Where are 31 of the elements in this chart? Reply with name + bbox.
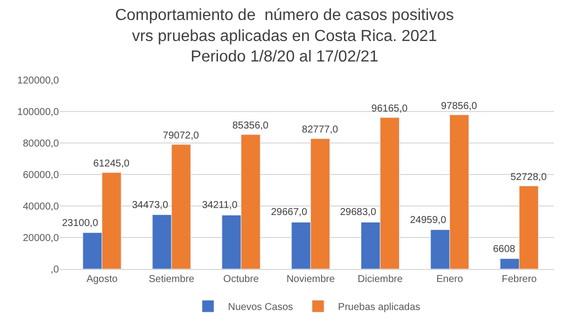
x-tick-label: Diciembre bbox=[358, 274, 404, 285]
data-label: 82777,0 bbox=[302, 124, 338, 136]
legend-label: Pruebas aplicadas bbox=[338, 302, 420, 314]
y-tick-label: 100000,0 bbox=[17, 107, 60, 118]
x-tick-label: Noviembre bbox=[286, 274, 336, 285]
y-tick-label: 20000,0 bbox=[22, 233, 60, 244]
chart-title: Comportamiento de número de casos positivos vrs pruebas aplicadas en Costa Rica. 2021 Periodo 1/8/20 al 17/02/21 bbox=[115, 6, 454, 66]
x-tick-label: Octubre bbox=[223, 274, 260, 285]
y-tick-label: 60000,0 bbox=[22, 170, 60, 181]
x-tick-label: Febrero bbox=[502, 274, 538, 285]
y-tick-label: 40000,0 bbox=[22, 202, 60, 212]
data-label: 96165,0 bbox=[371, 104, 408, 115]
x-tick-label: Setiembre bbox=[148, 274, 195, 285]
data-label: 52728,0 bbox=[510, 172, 548, 183]
data-label: 97856,0 bbox=[440, 100, 478, 112]
data-label: 79072,0 bbox=[162, 130, 200, 142]
y-tick-label: 120000,0 bbox=[17, 76, 60, 86]
data-label: 85356,0 bbox=[232, 120, 269, 132]
data-label: 24959,0 bbox=[410, 215, 447, 226]
y-tick-label: 80000,0 bbox=[22, 138, 60, 150]
data-label: 61245,0 bbox=[93, 158, 130, 170]
y-tick-label: ,0 bbox=[50, 264, 60, 276]
x-tick-label: Agosto bbox=[86, 274, 118, 285]
data-label: 34211,0 bbox=[202, 200, 238, 211]
data-label: 34473,0 bbox=[132, 200, 169, 211]
data-label: 6608 bbox=[493, 244, 516, 255]
data-label: 29667,0 bbox=[271, 207, 308, 218]
data-label: 29683,0 bbox=[340, 207, 377, 218]
data-label: 23100,0 bbox=[62, 218, 99, 229]
legend-label: Nuevos Casos bbox=[228, 302, 294, 314]
x-tick-label: Enero bbox=[436, 274, 464, 285]
